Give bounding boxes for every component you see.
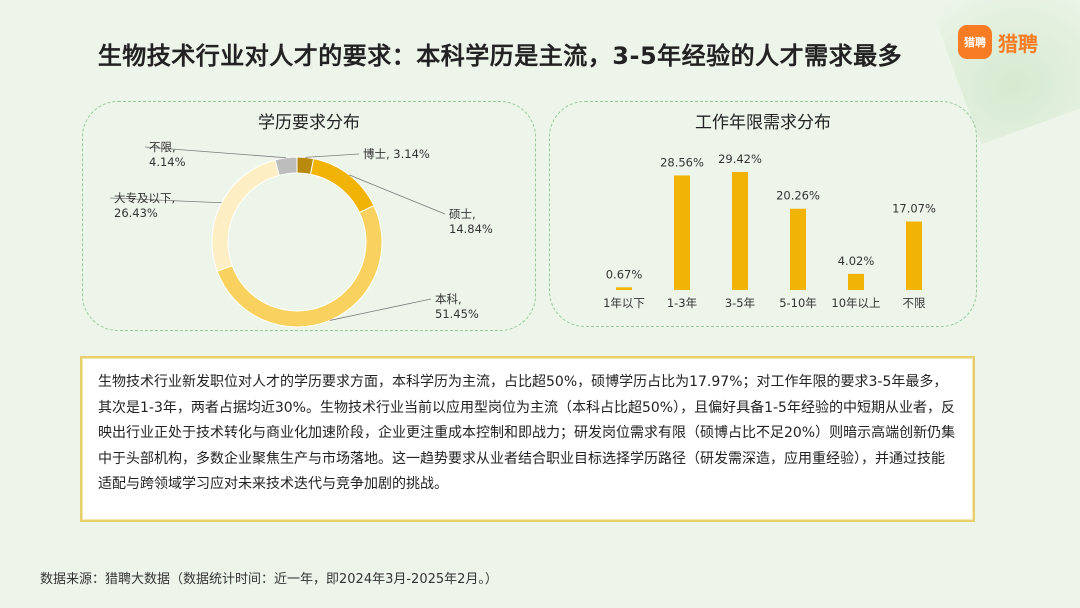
donut-slice-3 (216, 205, 383, 328)
donut-category-label-2: 硕士, (449, 207, 476, 221)
bar-1 (616, 287, 632, 290)
donut-leader-line-1 (305, 153, 360, 158)
donut-label-1: 博士, 3.14% (363, 147, 430, 161)
donut-value-label-3: 51.45% (435, 307, 479, 321)
experience-bar-chart: 0.67% 1年以下 28.56% 1-3年 29.42% 3-5年 20.26% 5-10年… (603, 152, 936, 310)
donut-value-label-5: 4.14% (149, 155, 186, 169)
donut-value-label-2: 14.84% (449, 222, 493, 236)
logo-text: 猎聘 (998, 31, 1038, 56)
donut-category-label-5: 不限, (149, 140, 176, 154)
donut-category-label-3: 本科, (435, 292, 462, 306)
donut-leader-line-4 (109, 197, 222, 204)
donut-value-label-4: 26.43% (114, 206, 158, 220)
liepin-logo: 猎聘 猎聘 (958, 24, 1038, 60)
bar-value-label-5: 4.02% (838, 254, 875, 268)
bar-category-label-1: 1年以下 (603, 296, 645, 310)
bar-3 (732, 172, 748, 290)
bar-value-label-6: 17.07% (892, 202, 936, 216)
education-chart-title: 学历要求分布 (258, 113, 360, 133)
donut-slice-5 (274, 156, 298, 176)
bar-2 (674, 175, 690, 290)
donut-leader-line-5 (144, 146, 287, 159)
education-donut-chart: 博士, 3.14% 硕士,14.84% 本科,51.45% 大专及以下,26.43% 不… (109, 140, 493, 328)
page-title: 生物技术行业对人才的要求：本科学历是主流，3-5年经验的人才需求最多 (97, 42, 903, 70)
donut-leader-line-2 (349, 174, 446, 215)
bar-6 (906, 221, 922, 290)
bar-category-label-2: 1-3年 (667, 296, 697, 310)
bar-category-label-4: 5-10年 (779, 296, 817, 310)
logo-badge-icon: 猎聘 (958, 25, 992, 59)
summary-text: 生物技术行业新发职位对人才的学历要求方面，本科学历为主流，占比超50%，硕博学历… (80, 356, 975, 522)
bar-category-label-5: 10年以上 (831, 296, 880, 310)
bar-value-label-3: 29.42% (718, 152, 762, 166)
experience-chart-panel: 工作年限需求分布 0.67% 1年以下 28.56% 1-3年 29.42% 3-5年 20… (549, 101, 977, 327)
education-chart-panel: 学历要求分布 博士, 3.14% 硕士, 14.84% 本科, 51.45% 大专及以下,… (82, 101, 536, 331)
donut-slice-2 (309, 158, 375, 214)
bar-4 (790, 208, 806, 290)
bar-value-label-2: 28.56% (660, 155, 704, 169)
experience-chart-title: 工作年限需求分布 (695, 113, 831, 133)
donut-leader-line-3 (329, 298, 432, 321)
bar-category-label-3: 3-5年 (725, 296, 755, 310)
bar-category-label-6: 不限 (903, 296, 926, 310)
donut-slice-4 (211, 159, 280, 272)
bar-5 (848, 273, 864, 290)
bar-value-label-4: 20.26% (776, 189, 820, 203)
donut-category-label-4: 大专及以下, (114, 191, 175, 205)
data-source-note: 数据来源：猎聘大数据（数据统计时间：近一年，即2024年3月-2025年2月。） (40, 572, 498, 587)
bar-value-label-1: 0.67% (606, 267, 643, 281)
